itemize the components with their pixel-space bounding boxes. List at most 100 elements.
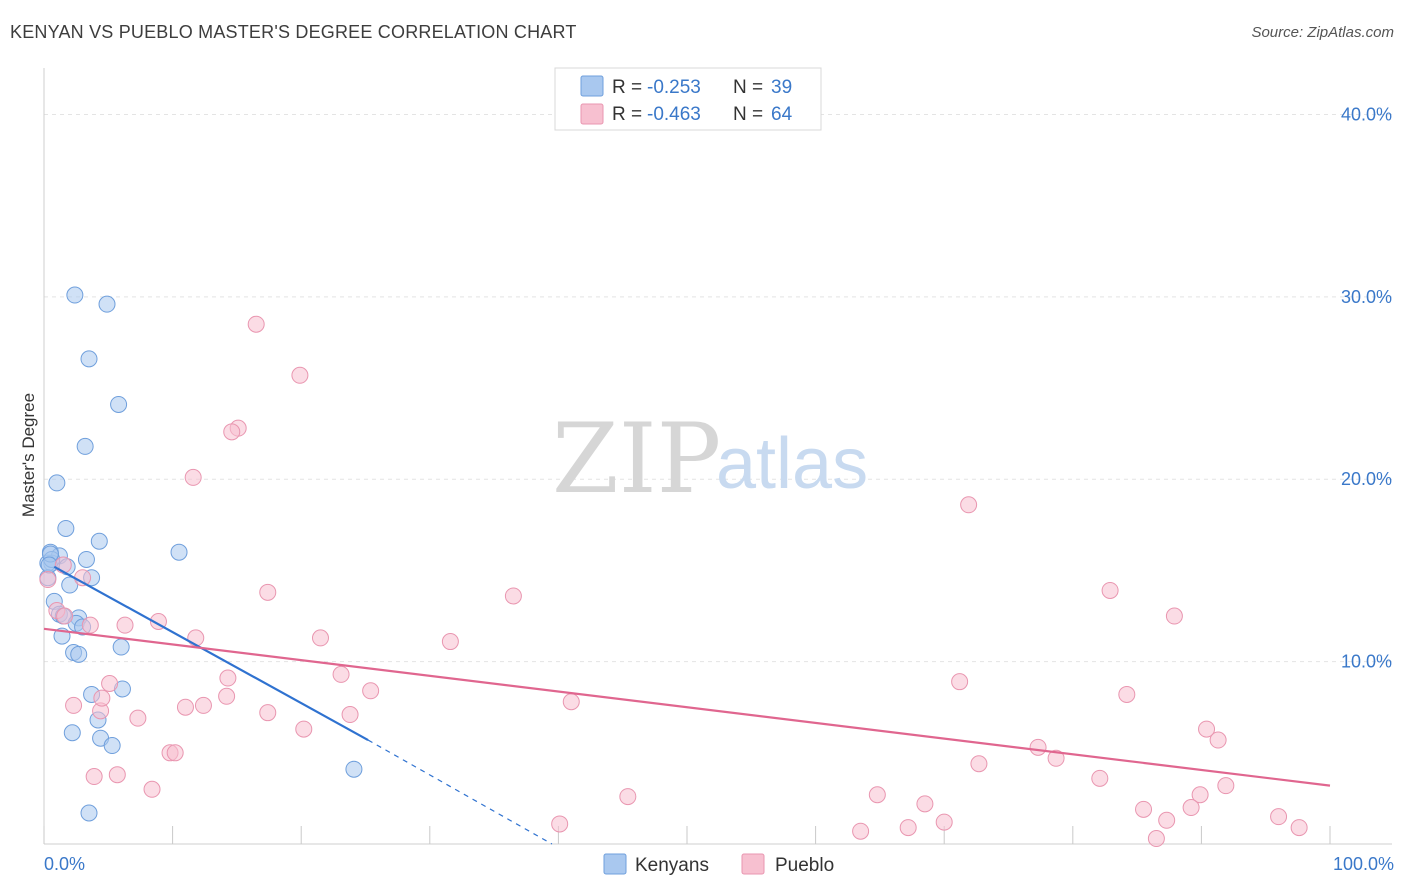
point-pueblo-1 xyxy=(291,366,309,384)
point-pueblo-3 xyxy=(223,423,241,441)
y-tick-label-30: 30.0% xyxy=(1341,287,1392,307)
point-pueblo-36 xyxy=(259,704,277,722)
point-pueblo-47 xyxy=(1091,769,1109,787)
point-kenyans-31 xyxy=(103,737,121,755)
point-pueblo-30 xyxy=(1118,685,1136,703)
y-tick-labels: 10.0% 20.0% 30.0% 40.0% xyxy=(1341,104,1392,671)
point-pueblo-54 xyxy=(1182,799,1200,817)
point-pueblo-25 xyxy=(101,675,119,693)
legend-n-label-kenyans: N = xyxy=(733,77,763,98)
gridlines xyxy=(44,113,1392,663)
point-kenyans-11 xyxy=(77,550,95,568)
bottom-legend-swatch-kenyans xyxy=(603,853,627,875)
legend-r-label-pueblo: R = xyxy=(612,104,642,125)
axes xyxy=(43,68,1392,845)
point-pueblo-24 xyxy=(951,673,969,691)
point-kenyans-1 xyxy=(98,295,116,313)
point-pueblo-9 xyxy=(259,583,277,601)
point-pueblo-26 xyxy=(218,687,236,705)
point-pueblo-61 xyxy=(852,822,870,840)
point-pueblo-18 xyxy=(311,629,329,647)
point-pueblo-50 xyxy=(619,788,637,806)
point-pueblo-39 xyxy=(1209,731,1227,749)
legend-r-value-kenyans: -0.253 xyxy=(647,77,701,98)
point-pueblo-22 xyxy=(219,669,237,687)
point-pueblo-31 xyxy=(65,696,83,714)
y-tick-label-20: 20.0% xyxy=(1341,469,1392,489)
point-pueblo-23 xyxy=(362,682,380,700)
y-tick-label-40: 40.0% xyxy=(1341,104,1392,124)
point-kenyans-8 xyxy=(170,543,188,561)
point-pueblo-34 xyxy=(194,696,212,714)
x-tick-label-min: 0.0% xyxy=(44,854,85,874)
point-kenyans-2 xyxy=(80,350,98,368)
point-pueblo-53 xyxy=(916,795,934,813)
point-kenyans-3 xyxy=(110,395,128,413)
point-kenyans-14 xyxy=(61,576,79,594)
point-pueblo-0 xyxy=(247,315,265,333)
watermark: ZIP atlas xyxy=(552,403,868,515)
point-pueblo-32 xyxy=(93,689,111,707)
chart-title: KENYAN VS PUEBLO MASTER'S DEGREE CORRELA… xyxy=(10,22,577,42)
point-pueblo-35 xyxy=(129,709,147,727)
x-tick-labels: 0.0% 100.0% xyxy=(44,854,1394,874)
points-layer xyxy=(39,286,1308,848)
point-pueblo-19 xyxy=(441,633,459,651)
y-axis-title: Master's Degree xyxy=(19,393,38,517)
point-pueblo-5 xyxy=(960,496,978,514)
legend-n-value-pueblo: 64 xyxy=(771,104,793,125)
point-pueblo-43 xyxy=(1047,749,1065,767)
trendline-kenyans xyxy=(53,565,369,742)
point-pueblo-28 xyxy=(341,706,359,724)
legend-n-value-kenyans: 39 xyxy=(771,77,792,98)
point-pueblo-49 xyxy=(1217,777,1235,795)
point-pueblo-44 xyxy=(970,755,988,773)
point-pueblo-48 xyxy=(143,780,161,798)
point-pueblo-46 xyxy=(108,766,126,784)
point-kenyans-29 xyxy=(63,724,81,742)
bottom-legend-pueblo: Pueblo xyxy=(775,855,834,876)
legend-r-value-pueblo: -0.463 xyxy=(647,104,701,125)
series-kenyans xyxy=(39,286,363,822)
point-pueblo-57 xyxy=(935,813,953,831)
bottom-legend-kenyans: Kenyans xyxy=(635,855,709,876)
trendline-pueblo xyxy=(43,627,1331,787)
correlation-legend: R = -0.253 N = 39 R = -0.463 N = 64 xyxy=(554,67,822,131)
point-pueblo-37 xyxy=(295,720,313,738)
point-pueblo-56 xyxy=(551,815,569,833)
legend-swatch-kenyans xyxy=(580,75,604,97)
point-pueblo-62 xyxy=(1290,819,1308,837)
point-kenyans-32 xyxy=(345,760,363,778)
point-pueblo-58 xyxy=(1158,811,1176,829)
point-pueblo-60 xyxy=(899,819,917,837)
watermark-atlas: atlas xyxy=(716,424,868,504)
point-pueblo-14 xyxy=(81,616,99,634)
point-pueblo-10 xyxy=(504,587,522,605)
trend-layer xyxy=(43,565,1331,845)
point-pueblo-55 xyxy=(1135,800,1153,818)
point-kenyans-7 xyxy=(90,532,108,550)
trendline-extension-kenyans xyxy=(367,739,553,845)
point-pueblo-59 xyxy=(1270,808,1288,826)
y-tick-label-10: 10.0% xyxy=(1341,652,1392,672)
x-ticks xyxy=(43,826,1331,844)
point-pueblo-11 xyxy=(1101,581,1119,599)
x-tick-label-max: 100.0% xyxy=(1333,854,1394,874)
point-kenyans-5 xyxy=(48,474,66,492)
point-pueblo-52 xyxy=(1191,786,1209,804)
point-pueblo-42 xyxy=(1029,738,1047,756)
point-pueblo-20 xyxy=(1165,607,1183,625)
legend-n-label-pueblo: N = xyxy=(733,104,763,125)
point-pueblo-21 xyxy=(332,665,350,683)
point-pueblo-41 xyxy=(166,744,184,762)
point-kenyans-38 xyxy=(40,556,58,574)
point-pueblo-38 xyxy=(1198,720,1216,738)
series-legend: Kenyans Pueblo xyxy=(603,853,834,876)
bottom-legend-swatch-pueblo xyxy=(741,853,765,875)
point-kenyans-6 xyxy=(57,519,75,537)
legend-swatch-pueblo xyxy=(580,103,604,125)
point-kenyans-25 xyxy=(112,638,130,656)
chart-source: Source: ZipAtlas.com xyxy=(1251,24,1394,41)
point-pueblo-33 xyxy=(176,698,194,716)
